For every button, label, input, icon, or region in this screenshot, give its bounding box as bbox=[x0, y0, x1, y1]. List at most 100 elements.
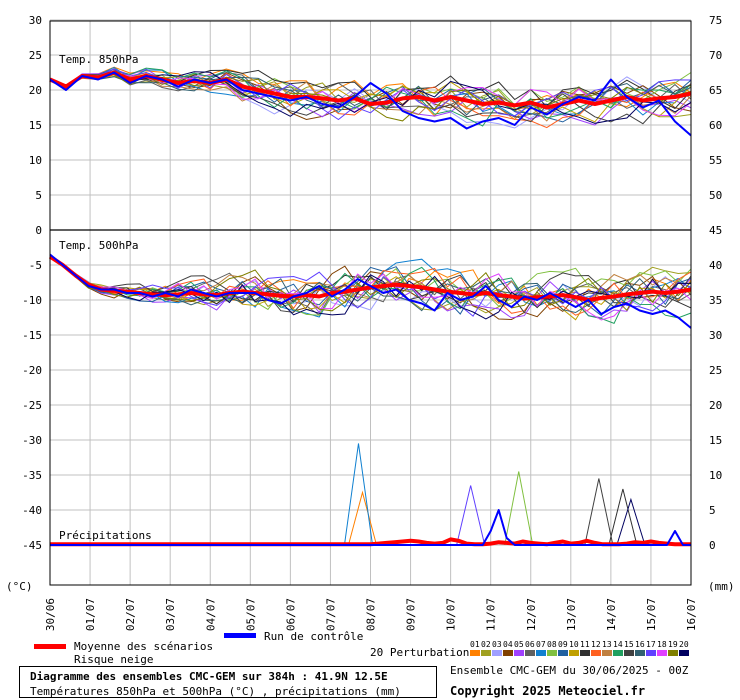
left-tick-label: 25 bbox=[29, 49, 42, 62]
left-tick-label: -5 bbox=[29, 259, 42, 272]
perturbation-line-500 bbox=[49, 256, 692, 317]
right-tick-label-lower: 20 bbox=[709, 399, 722, 412]
pert-legend-swatch bbox=[591, 650, 601, 656]
left-tick-label: 5 bbox=[35, 189, 42, 202]
control-line-t850 bbox=[49, 71, 692, 137]
x-tick-label: 02/07 bbox=[124, 598, 137, 631]
right-tick-label-lower: 10 bbox=[709, 469, 722, 482]
perturbation-precip-peak bbox=[616, 497, 646, 546]
x-tick-label: 11/07 bbox=[485, 598, 498, 631]
perturbation-line-850 bbox=[49, 66, 692, 121]
pert-legend-swatch bbox=[580, 650, 590, 656]
pert-legend-number: 12 bbox=[591, 640, 601, 649]
pert-legend-swatch bbox=[547, 650, 557, 656]
pert-legend-number: 15 bbox=[624, 640, 634, 649]
perturbation-precip-peak bbox=[347, 490, 377, 546]
perturbation-line-500 bbox=[49, 256, 692, 314]
pert-legend-swatch bbox=[679, 650, 689, 656]
perturbation-line-500 bbox=[49, 256, 692, 314]
pert-legend-swatch bbox=[602, 650, 612, 656]
pert-legend-number: 09 bbox=[558, 640, 568, 649]
pert-legend-swatch bbox=[536, 650, 546, 656]
pert-legend-swatch bbox=[569, 650, 579, 656]
panel-label-850: Temp. 850hPa bbox=[59, 53, 138, 66]
pert-legend-swatch bbox=[613, 650, 623, 656]
left-tick-label: 30 bbox=[29, 14, 42, 27]
left-tick-label: -30 bbox=[22, 434, 42, 447]
pert-legend-number: 18 bbox=[657, 640, 667, 649]
pert-legend-number: 06 bbox=[525, 640, 535, 649]
right-tick-label-lower: 30 bbox=[709, 329, 722, 342]
pert-legend-number: 02 bbox=[481, 640, 491, 649]
x-axis-labels: 30/06 01/07 02/07 03/07 04/07 05/07 06/07 07/07… bbox=[44, 598, 698, 631]
pert-legend-swatch bbox=[470, 650, 480, 656]
perturbation-precip-peak bbox=[456, 485, 486, 546]
pert-legend-number: 19 bbox=[668, 640, 678, 649]
pert-legend-swatch bbox=[635, 650, 645, 656]
right-tick-label-lower: 35 bbox=[709, 294, 722, 307]
left-tick-label: -45 bbox=[22, 539, 42, 552]
left-tick-label: -40 bbox=[22, 504, 42, 517]
left-tick-label: 0 bbox=[35, 224, 42, 237]
perturbation-precip-peak bbox=[504, 471, 534, 546]
legend-perturbations-label: 20 Perturbations bbox=[370, 646, 476, 659]
x-tick-label: 07/07 bbox=[324, 598, 337, 631]
pert-legend-number: 07 bbox=[536, 640, 546, 649]
panel-label-500: Temp. 500hPa bbox=[59, 239, 138, 252]
pert-legend-swatch bbox=[514, 650, 524, 656]
control-line-t500 bbox=[49, 253, 692, 329]
left-tick-label: 15 bbox=[29, 119, 42, 132]
x-tick-label: 30/06 bbox=[44, 598, 57, 631]
legend-control-swatch bbox=[224, 633, 256, 638]
pert-legend-swatch bbox=[624, 650, 634, 656]
perturbation-line-850 bbox=[49, 74, 692, 122]
perturbation-line-850 bbox=[49, 76, 692, 116]
pert-legend-swatch bbox=[481, 650, 491, 656]
legend-control-label: Run de contrôle bbox=[264, 630, 363, 643]
pert-legend-number: 10 bbox=[569, 640, 579, 649]
right-tick-label-upper: 75 bbox=[709, 14, 722, 27]
x-tick-label: 15/07 bbox=[645, 598, 658, 631]
x-tick-label: 06/07 bbox=[284, 598, 297, 631]
perturbation-legend: 01 02 03 04 05 06 07 08 09 10 11 12 13 14 15 16 17 18 19 20 bbox=[470, 640, 689, 656]
left-tick-label: -25 bbox=[22, 399, 42, 412]
x-tick-label: 01/07 bbox=[84, 598, 97, 631]
pert-legend-number: 13 bbox=[602, 640, 612, 649]
main-series bbox=[48, 70, 692, 547]
x-tick-label: 05/07 bbox=[244, 598, 257, 631]
copyright: Copyright 2025 Meteociel.fr bbox=[450, 684, 646, 698]
right-tick-label-upper: 55 bbox=[709, 154, 722, 167]
pert-legend-swatch bbox=[668, 650, 678, 656]
chart-subtitle: Températures 850hPa et 500hPa (°C) , pré… bbox=[30, 685, 401, 698]
pert-legend-number: 05 bbox=[514, 640, 524, 649]
perturbation-line-850 bbox=[49, 74, 692, 122]
right-tick-label-lower: 40 bbox=[709, 259, 722, 272]
x-tick-label: 16/07 bbox=[685, 598, 698, 631]
right-unit-label: (mm) bbox=[708, 580, 735, 593]
left-tick-label: 20 bbox=[29, 84, 42, 97]
plot-border bbox=[49, 20, 692, 586]
run-info: Ensemble CMC-GEM du 30/06/2025 - 00Z bbox=[450, 664, 689, 677]
left-tick-label: -15 bbox=[22, 329, 42, 342]
left-tick-label: -10 bbox=[22, 294, 42, 307]
x-tick-label: 14/07 bbox=[605, 598, 618, 631]
x-tick-label: 13/07 bbox=[565, 598, 578, 631]
right-tick-label-upper: 50 bbox=[709, 189, 722, 202]
control-line-precip bbox=[50, 509, 691, 546]
panel-label-precip: Précipitations bbox=[59, 529, 152, 542]
x-tick-label: 12/07 bbox=[525, 598, 538, 631]
pert-legend-swatch bbox=[525, 650, 535, 656]
pert-legend-swatch bbox=[657, 650, 667, 656]
right-tick-label-upper: 45 bbox=[709, 224, 722, 237]
perturbation-precip-peak bbox=[608, 488, 638, 546]
right-tick-label-lower: 0 bbox=[709, 539, 716, 552]
right-tick-label-upper: 65 bbox=[709, 84, 722, 97]
axis-ticks: 302520151050-5-10-15-20-25-30-35-40-4575… bbox=[22, 14, 722, 552]
x-tick-label: 03/07 bbox=[164, 598, 177, 631]
pert-legend-swatch bbox=[646, 650, 656, 656]
right-tick-label-lower: 25 bbox=[709, 364, 722, 377]
chart-title: Diagramme des ensembles CMC-GEM sur 384h… bbox=[30, 670, 388, 683]
pert-legend-number: 03 bbox=[492, 640, 502, 649]
left-tick-label: 10 bbox=[29, 154, 42, 167]
